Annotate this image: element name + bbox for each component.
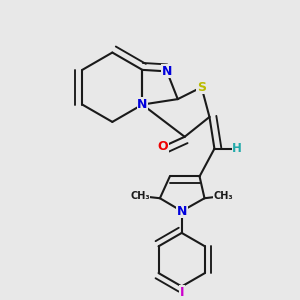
Text: CH₃: CH₃ [214, 191, 233, 201]
Text: N: N [176, 205, 187, 218]
Text: N: N [162, 65, 172, 78]
Text: I: I [179, 286, 184, 299]
Text: CH₃: CH₃ [130, 191, 150, 201]
Text: H: H [232, 142, 242, 155]
Text: S: S [197, 81, 206, 94]
Text: O: O [158, 140, 168, 153]
Text: N: N [137, 98, 148, 111]
